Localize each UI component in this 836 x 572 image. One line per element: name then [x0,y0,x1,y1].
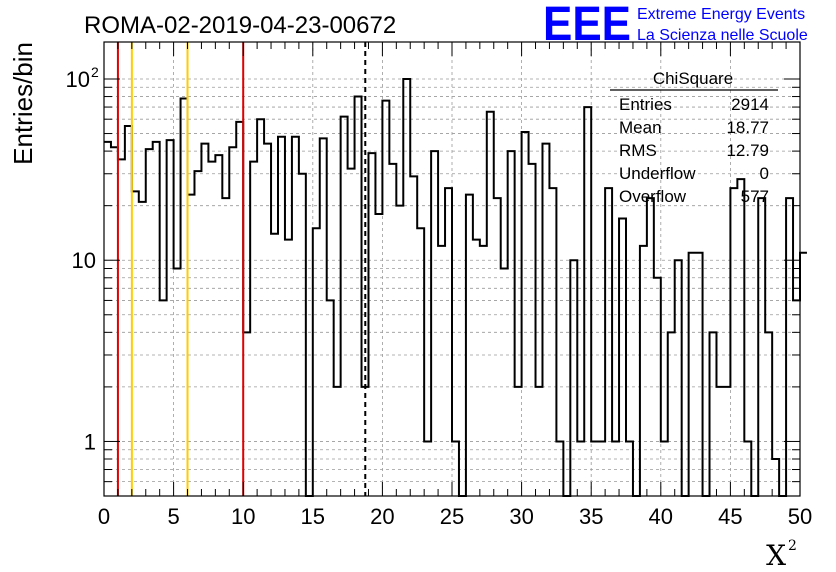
eee-logo: EEE Extreme Energy Events La Scienza nel… [543,0,808,51]
y-tick-label: 10 [72,248,96,273]
stats-value-rms: 12.79 [726,141,769,160]
stats-label-rms: RMS [619,141,657,160]
run-title: ROMA-02-2019-04-23-00672 [84,12,396,39]
x-tick-label: 35 [579,504,603,529]
y-axis-title: Entries/bin [8,42,38,165]
y-tick-label: 1 [84,429,96,454]
x-tick-label: 10 [231,504,255,529]
x-tick-label: 25 [440,504,464,529]
x-tick-label: 30 [509,504,533,529]
stats-value-underflow: 0 [760,164,769,183]
stats-value-entries: 2914 [731,95,769,114]
eee-logo-letters: EEE [543,0,631,51]
stats-box-title: ChiSquare [653,69,733,88]
stats-value-mean: 18.77 [726,118,769,137]
x-tick-label: 0 [98,504,110,529]
stats-box: ChiSquare Entries 2914 Mean 18.77 RMS 12… [610,69,778,206]
logo-line-1: Extreme Energy Events [637,6,805,23]
stats-label-overflow: Overflow [619,187,687,206]
x-axis-title-symbol: X [766,539,786,572]
x-axis-title: X 2 [766,538,797,572]
stats-label-underflow: Underflow [619,164,696,183]
histogram-bin [800,253,807,496]
y-tick-label-exponent: 2 [91,64,99,80]
x-tick-label: 40 [649,504,673,529]
x-tick-label: 45 [718,504,742,529]
y-tick-label: 10 [66,67,90,92]
x-axis-title-exponent: 2 [788,538,797,554]
x-tick-label: 15 [301,504,325,529]
x-tick-label: 5 [167,504,179,529]
logo-line-2: La Scienza nelle Scuole [637,27,808,44]
x-tick-label: 20 [370,504,394,529]
stats-label-mean: Mean [619,118,662,137]
marker-lines [116,42,367,496]
x-tick-label: 50 [788,504,812,529]
stats-label-entries: Entries [619,95,672,114]
stats-value-overflow: 577 [741,187,769,206]
